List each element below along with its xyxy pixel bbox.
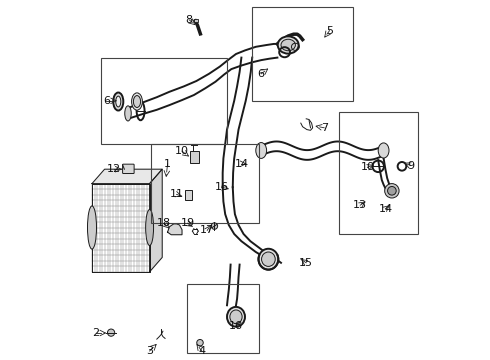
Ellipse shape	[116, 96, 121, 107]
Text: 5: 5	[326, 26, 333, 36]
Circle shape	[211, 223, 218, 229]
Ellipse shape	[259, 249, 278, 270]
Ellipse shape	[256, 143, 267, 158]
Text: 10: 10	[361, 162, 374, 172]
Text: 8: 8	[186, 15, 193, 25]
Ellipse shape	[125, 106, 131, 121]
Ellipse shape	[281, 39, 295, 51]
Text: 2: 2	[92, 328, 99, 338]
Ellipse shape	[88, 206, 97, 249]
Text: 18: 18	[157, 218, 171, 228]
Polygon shape	[149, 169, 162, 272]
Text: 12: 12	[106, 164, 121, 174]
Ellipse shape	[133, 95, 141, 107]
Text: 3: 3	[146, 346, 153, 356]
Ellipse shape	[146, 210, 153, 246]
Ellipse shape	[278, 36, 298, 54]
Bar	[252, 7, 353, 101]
Bar	[339, 112, 418, 234]
Circle shape	[385, 184, 399, 198]
Text: 14: 14	[378, 204, 392, 214]
Ellipse shape	[113, 93, 123, 111]
Bar	[101, 58, 227, 144]
Text: 6: 6	[103, 96, 110, 106]
Text: 15: 15	[299, 258, 313, 268]
Ellipse shape	[227, 307, 245, 327]
Text: 17: 17	[200, 225, 214, 235]
FancyBboxPatch shape	[122, 164, 134, 174]
Polygon shape	[92, 169, 162, 184]
Text: 16: 16	[229, 321, 243, 331]
Polygon shape	[168, 224, 182, 235]
Bar	[187, 284, 259, 353]
Circle shape	[388, 186, 396, 195]
Text: 6: 6	[258, 69, 265, 79]
Text: 1: 1	[164, 159, 171, 169]
Text: 4: 4	[198, 346, 205, 356]
Text: 19: 19	[180, 218, 195, 228]
Bar	[151, 144, 259, 223]
Text: 10: 10	[175, 146, 189, 156]
Circle shape	[197, 339, 203, 346]
Bar	[190, 151, 199, 163]
Circle shape	[107, 329, 115, 336]
Ellipse shape	[230, 310, 242, 324]
Ellipse shape	[262, 252, 275, 266]
Text: 7: 7	[320, 123, 328, 133]
Bar	[185, 190, 193, 200]
Bar	[194, 19, 198, 22]
Text: 11: 11	[170, 189, 184, 199]
Text: 13: 13	[353, 200, 367, 210]
Text: 14: 14	[234, 159, 248, 169]
Text: 16: 16	[215, 182, 229, 192]
Text: 9: 9	[407, 161, 414, 171]
Ellipse shape	[132, 93, 143, 110]
Ellipse shape	[378, 143, 389, 158]
